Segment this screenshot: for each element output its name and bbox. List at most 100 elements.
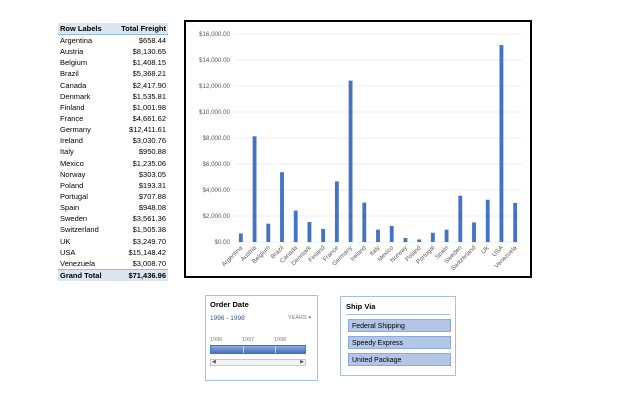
pivot-row[interactable]: USA $15,148.42 xyxy=(58,247,168,258)
pivot-row[interactable]: Italy $950.88 xyxy=(58,146,168,157)
pivot-row-value: $3,008.70 xyxy=(132,258,166,268)
bar-argentina[interactable] xyxy=(238,233,243,242)
pivot-row[interactable]: Belgium $1,408.15 xyxy=(58,57,168,68)
bar-finland[interactable] xyxy=(321,228,326,242)
pivot-row[interactable]: Germany $12,411.61 xyxy=(58,124,168,135)
bar-canada[interactable] xyxy=(293,210,298,242)
pivot-row[interactable]: Argentina $658.44 xyxy=(58,35,168,46)
pivot-row[interactable]: Switzerland $1,505.38 xyxy=(58,224,168,235)
pivot-row-label[interactable]: Denmark xyxy=(60,91,91,101)
grand-total-row: Grand Total $71,436.96 xyxy=(58,268,168,281)
bar-brazil[interactable] xyxy=(280,172,284,242)
pivot-row-value: $707.88 xyxy=(138,191,166,201)
y-tick-label: $2,000.00 xyxy=(202,213,230,220)
pivot-row-label[interactable]: USA xyxy=(60,247,76,257)
pivot-row[interactable]: Ireland $3,030.76 xyxy=(58,135,168,146)
pivot-row-label[interactable]: Switzerland xyxy=(60,225,99,235)
timeline-level-dropdown[interactable]: YEARS ▾ xyxy=(288,315,311,321)
total-freight-header[interactable]: Total Freight xyxy=(121,24,166,33)
scroll-left-icon[interactable]: ◀ xyxy=(212,359,216,365)
bar-sweden[interactable] xyxy=(458,195,463,242)
pivot-row[interactable]: Mexico $1,235.06 xyxy=(58,158,168,169)
bar-austria[interactable] xyxy=(252,136,257,242)
pivot-row[interactable]: Canada $2,417.90 xyxy=(58,80,168,91)
pivot-row[interactable]: UK $3,249.70 xyxy=(58,236,168,247)
pivot-row-value: $1,235.06 xyxy=(132,158,166,168)
slicer-item-federal-shipping[interactable]: Federal Shipping xyxy=(348,319,451,332)
bar-ireland[interactable] xyxy=(362,202,367,242)
ship-via-slicer[interactable]: Ship Via Federal Shipping Speedy Express… xyxy=(340,296,456,376)
x-tick-label: UK xyxy=(480,244,492,256)
scroll-right-icon[interactable]: ▶ xyxy=(300,359,304,365)
pivot-row[interactable]: Spain $948.08 xyxy=(58,202,168,213)
pivot-row-value: $15,148.42 xyxy=(128,247,166,257)
pivot-row[interactable]: Denmark $1,535.81 xyxy=(58,91,168,102)
bar-germany[interactable] xyxy=(348,80,353,242)
pivot-row[interactable]: Finland $1,001.98 xyxy=(58,102,168,113)
pivot-row[interactable]: Austria $8,130.65 xyxy=(58,46,168,57)
pivot-row-value: $1,408.15 xyxy=(132,58,166,68)
pivot-header-row[interactable]: Row Labels Total Freight xyxy=(58,23,168,35)
pivot-row-label[interactable]: Germany xyxy=(60,125,91,135)
bar-portugal[interactable] xyxy=(430,232,435,242)
pivot-row-value: $3,561.36 xyxy=(132,214,166,224)
pivot-row-label[interactable]: Spain xyxy=(60,203,80,213)
freight-bar-chart[interactable]: $0.00 $2,000.00 $4,000.00 $6,000.00 $8,000.0… xyxy=(184,20,532,278)
pivot-row-label[interactable]: Ireland xyxy=(60,136,83,146)
bar-switzerland[interactable] xyxy=(472,222,476,242)
pivot-row-label[interactable]: Portugal xyxy=(60,191,88,201)
pivot-row[interactable]: Sweden $3,561.36 xyxy=(58,213,168,224)
pivot-row[interactable]: France $4,661.62 xyxy=(58,113,168,124)
pivot-row-label[interactable]: Venezuela xyxy=(60,258,96,268)
pivot-row[interactable]: Poland $193.31 xyxy=(58,180,168,191)
pivot-row-label[interactable]: Italy xyxy=(60,147,74,157)
pivot-rows: Argentina $658.44 Austria $8,130.65 Belgium $… xyxy=(58,35,168,269)
bar-belgium[interactable] xyxy=(266,223,271,242)
pivot-row-value: $948.08 xyxy=(138,203,166,213)
bar-france[interactable] xyxy=(334,181,339,242)
bar-venezuela[interactable] xyxy=(513,202,518,242)
bar-spain[interactable] xyxy=(444,229,449,242)
pivot-row-label[interactable]: Argentina xyxy=(60,36,93,45)
pivot-row[interactable]: Brazil $5,368.21 xyxy=(58,68,168,79)
slicer-item-united-package[interactable]: United Package xyxy=(348,353,451,366)
timeline-scrollbar[interactable]: ◀ ▶ xyxy=(210,359,306,366)
y-tick-label: $14,000.00 xyxy=(199,57,231,64)
timeline-level-label[interactable]: YEARS xyxy=(288,315,307,321)
bar-norway[interactable] xyxy=(403,238,408,242)
pivot-row-label[interactable]: Finland xyxy=(60,102,85,112)
timeline-year-labels: 1996 1997 1998 xyxy=(210,337,306,345)
timeline-year-1997: 1997 xyxy=(242,337,255,343)
bar-poland[interactable] xyxy=(417,239,422,242)
bar-mexico[interactable] xyxy=(389,225,394,242)
pivot-row-label[interactable]: Austria xyxy=(60,47,84,57)
pivot-row-label[interactable]: Sweden xyxy=(60,214,88,224)
bar-usa[interactable] xyxy=(499,45,504,242)
pivot-row[interactable]: Norway $303.05 xyxy=(58,169,168,180)
pivot-row-value: $1,535.81 xyxy=(132,91,166,101)
row-labels-header[interactable]: Row Labels xyxy=(60,24,102,33)
pivot-row-label[interactable]: Brazil xyxy=(60,69,79,79)
chevron-down-icon[interactable]: ▾ xyxy=(308,315,311,321)
pivot-row-value: $8,130.65 xyxy=(132,47,166,57)
bar-uk[interactable] xyxy=(485,199,490,242)
timeline-range: 1996 - 1998 xyxy=(210,315,245,322)
bar-denmark[interactable] xyxy=(307,222,312,242)
pivot-row-label[interactable]: Mexico xyxy=(60,158,84,168)
bar-italy[interactable] xyxy=(376,229,380,242)
pivot-row-label[interactable]: UK xyxy=(60,236,71,246)
pivot-row-label[interactable]: Belgium xyxy=(60,58,88,68)
slicer-item-speedy-express[interactable]: Speedy Express xyxy=(348,336,451,349)
pivot-row[interactable]: Venezuela $3,008.70 xyxy=(58,258,168,269)
pivot-row-label[interactable]: Canada xyxy=(60,80,87,90)
timeline-selection-bar[interactable] xyxy=(210,345,306,354)
pivot-row-value: $12,411.61 xyxy=(129,125,166,135)
order-date-timeline[interactable]: Order Date 1996 - 1998 YEARS ▾ 1996 1997… xyxy=(205,295,318,381)
pivot-row-label[interactable]: Norway xyxy=(60,169,86,179)
pivot-row-label[interactable]: France xyxy=(60,113,84,123)
y-tick-label: $0.00 xyxy=(215,239,231,246)
pivot-row[interactable]: Portugal $707.88 xyxy=(58,191,168,202)
y-tick-label: $6,000.00 xyxy=(202,161,230,168)
pivot-row-label[interactable]: Poland xyxy=(60,180,84,190)
pivot-row-value: $303.05 xyxy=(138,169,166,179)
